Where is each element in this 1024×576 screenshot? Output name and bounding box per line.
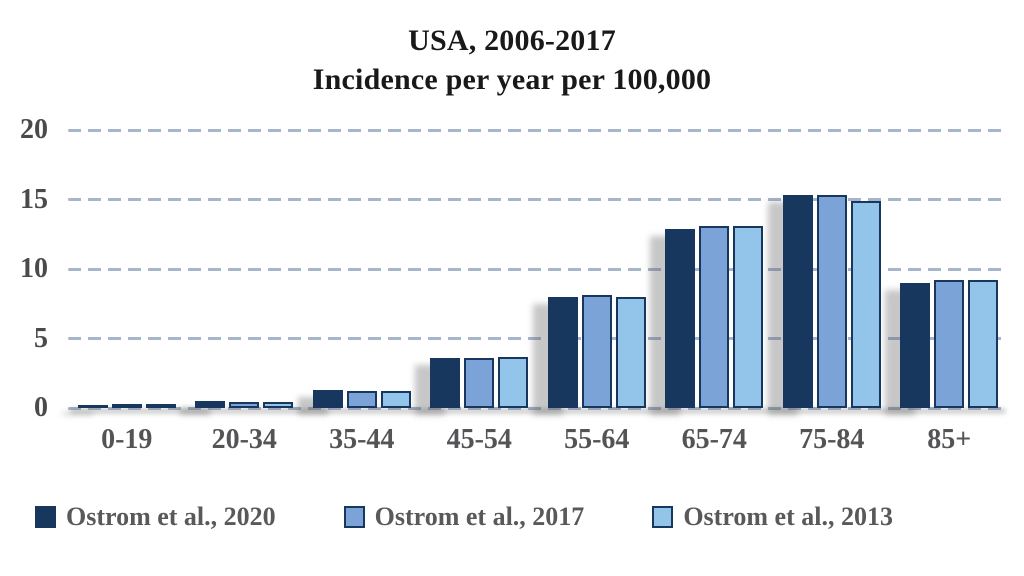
bar-group-65-74	[656, 130, 774, 408]
bar	[850, 200, 881, 408]
bar-group-45-54	[421, 130, 539, 408]
bar	[547, 296, 578, 408]
bar	[733, 225, 764, 408]
bar	[699, 225, 730, 408]
bar	[430, 357, 461, 408]
gridline-10	[68, 267, 1008, 271]
legend-item: Ostrom et al., 2017	[343, 502, 585, 532]
y-axis-label: 0	[34, 392, 48, 423]
bar-group-20-34	[186, 130, 304, 408]
x-axis-label: 65-74	[681, 424, 747, 455]
bar	[111, 404, 142, 408]
gridline-0	[68, 406, 1008, 410]
bar	[195, 401, 226, 408]
bar	[145, 404, 176, 408]
legend-swatch-icon	[35, 506, 56, 528]
bar-group-55-64	[538, 130, 656, 408]
bar	[498, 356, 529, 408]
bar	[900, 282, 931, 408]
legend-swatch-icon	[652, 506, 674, 528]
baseline-shadow	[70, 408, 1006, 414]
bar-group-75-84	[773, 130, 891, 408]
y-axis-label: 10	[20, 253, 48, 284]
legend-label: Ostrom et al., 2013	[683, 502, 893, 531]
bar-group-0-19	[68, 130, 186, 408]
chart-subtitle: Incidence per year per 100,000	[312, 63, 712, 96]
chart-title: USA, 2006-2017	[408, 24, 616, 57]
gridline-15	[68, 198, 1008, 201]
legend: Ostrom et al., 2020 Ostrom et al., 2017 Os…	[35, 502, 893, 532]
legend-label: Ostrom et al., 2020	[66, 502, 276, 531]
y-axis-label: 15	[20, 183, 48, 215]
y-axis-label: 20	[20, 114, 48, 145]
bar	[229, 402, 260, 408]
x-axis: 0-19 20-34 35-44 45-54 55-64 65-74 75-84 85+	[68, 424, 1008, 456]
bar	[380, 391, 411, 408]
gridline-5	[68, 337, 1008, 340]
legend-label: Ostrom et al., 2017	[374, 502, 585, 531]
y-axis: 0 5 10 15 20	[0, 114, 48, 423]
bar	[665, 228, 696, 408]
bar	[968, 280, 999, 408]
plot-area	[68, 128, 1008, 414]
x-axis-label: 45-54	[446, 424, 512, 455]
x-axis-label: 75-84	[799, 424, 865, 455]
bar	[77, 404, 108, 408]
gridline-20	[68, 128, 1008, 132]
bar	[934, 280, 965, 408]
bar-group-85+	[891, 130, 1009, 408]
bar	[312, 389, 343, 408]
bar	[263, 402, 294, 408]
x-axis-label: 55-64	[564, 424, 630, 455]
bar	[615, 296, 646, 408]
bar-group-35-44	[303, 130, 421, 408]
bar	[816, 195, 847, 408]
x-axis-label: 35-44	[329, 424, 395, 455]
bars-layer	[68, 130, 1008, 408]
x-axis-label: 85+	[927, 424, 972, 455]
bar	[464, 357, 495, 408]
legend-swatch-icon	[343, 506, 365, 528]
bar	[782, 195, 813, 408]
x-axis-label: 0-19	[101, 424, 153, 455]
y-axis-label: 5	[34, 322, 48, 354]
bar	[581, 295, 612, 408]
legend-item: Ostrom et al., 2013	[652, 502, 893, 532]
bar	[346, 391, 377, 408]
x-axis-label: 20-34	[211, 424, 277, 455]
legend-item: Ostrom et al., 2020	[35, 502, 276, 532]
